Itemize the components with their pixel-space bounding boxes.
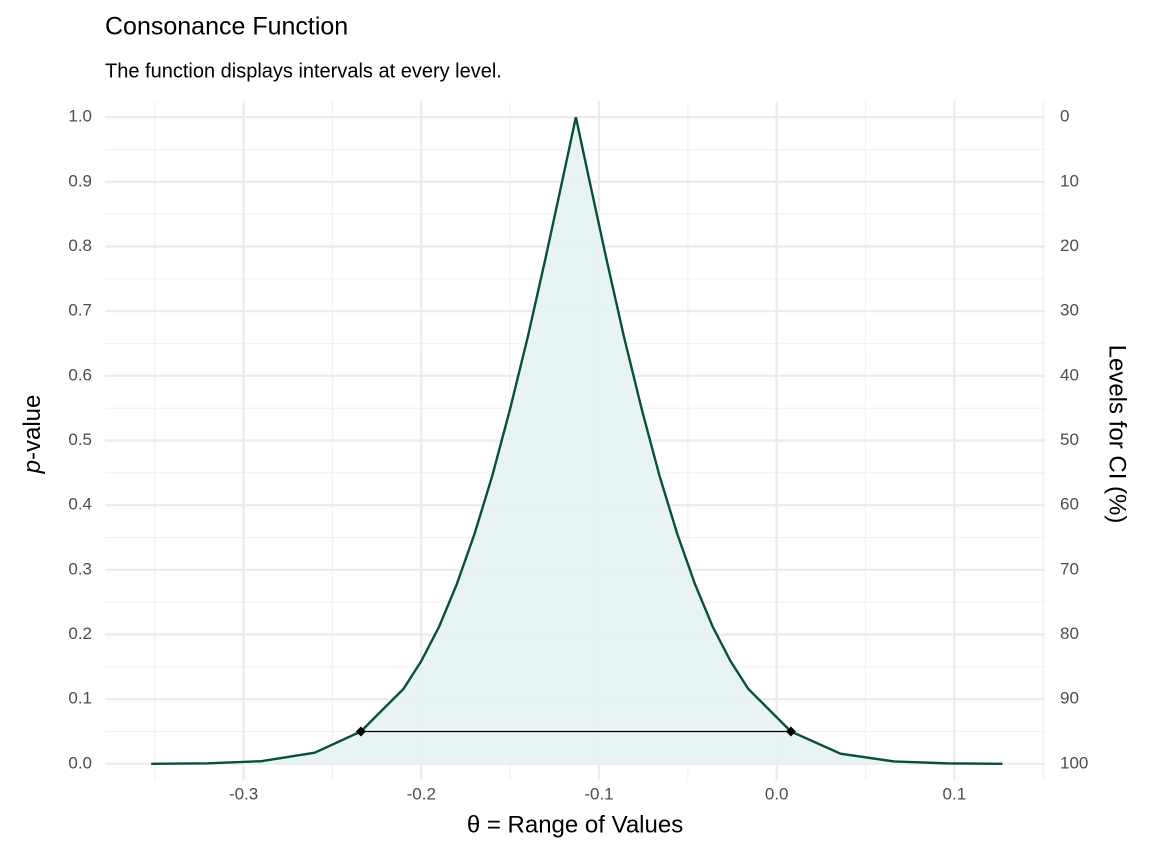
y2-axis-title: Levels for CI (%) — [1104, 345, 1131, 524]
y-tick-label: 0.5 — [68, 430, 92, 449]
y-axis-title-rest: -value — [19, 395, 46, 460]
y2-tick-label: 30 — [1060, 301, 1079, 320]
y-tick-label: 0.6 — [68, 365, 92, 384]
curve-line — [151, 116, 1003, 765]
y-tick-label: 0.0 — [68, 753, 92, 772]
y2-tick-label: 10 — [1060, 171, 1079, 190]
x-tick-label: 0.0 — [765, 784, 789, 803]
y2-tick-label: 100 — [1060, 753, 1088, 772]
x-tick-label: -0.2 — [407, 784, 436, 803]
y-tick-label: 0.7 — [68, 301, 92, 320]
interval-endpoint — [355, 726, 366, 737]
y-tick-label: 0.8 — [68, 236, 92, 255]
y2-tick-label: 0 — [1060, 107, 1069, 126]
x-tick-label: -0.1 — [584, 784, 613, 803]
y-tick-label: 0.2 — [68, 624, 92, 643]
y2-tick-label: 20 — [1060, 236, 1079, 255]
y2-tick-label: 90 — [1060, 689, 1079, 708]
y2-tick-label: 50 — [1060, 430, 1079, 449]
x-axis-title: θ = Range of Values — [467, 811, 683, 838]
y2-tick-label: 70 — [1060, 559, 1079, 578]
y-tick-label: 0.9 — [68, 171, 92, 190]
y2-tick-label: 40 — [1060, 365, 1079, 384]
y2-tick-label: 60 — [1060, 495, 1079, 514]
x-tick-label: 0.1 — [943, 784, 967, 803]
chart-title: Consonance Function — [105, 13, 348, 41]
area-fill — [151, 117, 1003, 764]
y2-tick-label: 80 — [1060, 624, 1079, 643]
chart-subtitle: The function displays intervals at every… — [105, 60, 502, 82]
x-tick-label: -0.3 — [229, 784, 258, 803]
y-tick-label: 0.1 — [68, 689, 92, 708]
y-axis-title: p-value — [19, 395, 46, 475]
y-tick-label: 0.3 — [68, 559, 92, 578]
y-tick-label: 1.0 — [68, 107, 92, 126]
interval-endpoint — [785, 726, 796, 737]
y-axis-title-italic: p — [19, 460, 46, 474]
y-tick-label: 0.4 — [68, 495, 92, 514]
